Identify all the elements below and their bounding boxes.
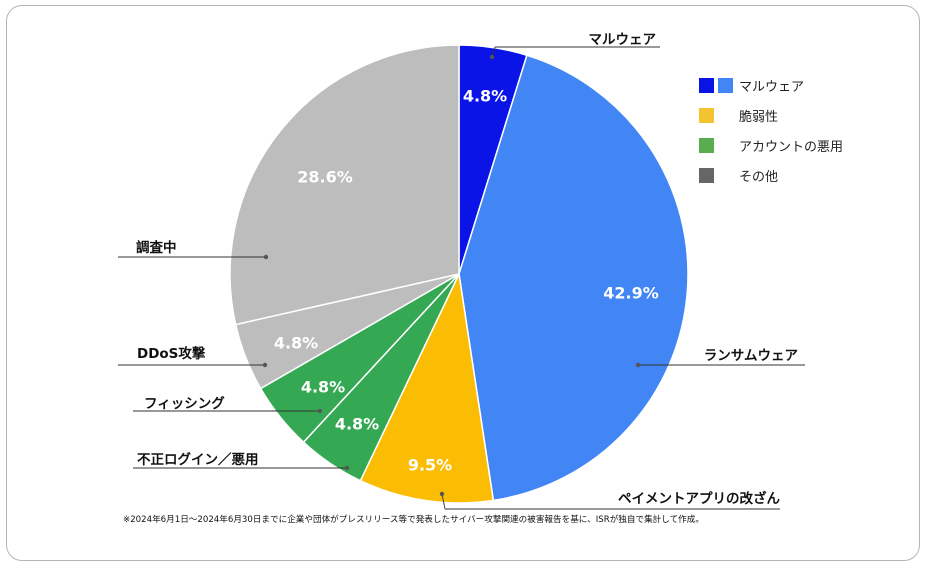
legend-swatch-account-abuse xyxy=(699,138,714,153)
slice-category-label-6: 調査中 xyxy=(136,239,177,256)
legend-label-vulnerability: 脆弱性 xyxy=(739,110,779,125)
slice-category-label-1: ランサムウェア xyxy=(704,348,798,364)
callout-dot-6 xyxy=(263,254,269,260)
pie-slice-1 xyxy=(458,54,689,502)
slice-value-label-2: 9.5% xyxy=(408,456,452,475)
slice-value-label-0: 4.8% xyxy=(463,87,507,106)
slice-value-label-3: 4.8% xyxy=(335,415,379,434)
slice-value-label-4: 4.8% xyxy=(301,378,345,397)
slice-value-label-5: 4.8% xyxy=(274,334,318,353)
slice-category-label-4: フィッシング xyxy=(144,395,225,412)
legend-swatch-vulnerability xyxy=(699,108,714,123)
footnote: ※2024年6月1日～2024年6月30日までに企業や団体がプレスリリース等で発… xyxy=(123,515,704,525)
pie-slice-6 xyxy=(229,44,460,326)
legend-swatch-other xyxy=(699,168,714,183)
slice-value-label-6: 28.6% xyxy=(297,168,353,187)
slice-category-label-2: ペイメントアプリの改ざん xyxy=(618,490,780,507)
callout-dot-3 xyxy=(344,465,350,471)
legend-label-account-abuse: アカウントの悪用 xyxy=(739,140,844,155)
legend-label-other: その他 xyxy=(739,170,779,185)
legend-swatch-malware-dark xyxy=(699,78,714,93)
callout-dot-0 xyxy=(489,54,495,60)
callout-dot-4 xyxy=(317,408,323,414)
pie-slice-2 xyxy=(359,271,495,504)
callout-leader-2 xyxy=(441,493,446,510)
slice-category-label-3: 不正ログイン／悪用 xyxy=(137,451,259,468)
legend-label-malware: マルウェア xyxy=(739,80,805,95)
slice-value-label-1: 42.9% xyxy=(603,284,659,303)
legend-swatch-malware-light xyxy=(718,78,733,93)
callout-dot-1 xyxy=(635,362,641,368)
slice-category-label-0: マルウェア xyxy=(589,32,657,48)
callout-dot-5 xyxy=(262,362,268,368)
slice-category-label-5: DDoS攻撃 xyxy=(137,345,206,362)
callout-dot-2 xyxy=(439,491,445,497)
